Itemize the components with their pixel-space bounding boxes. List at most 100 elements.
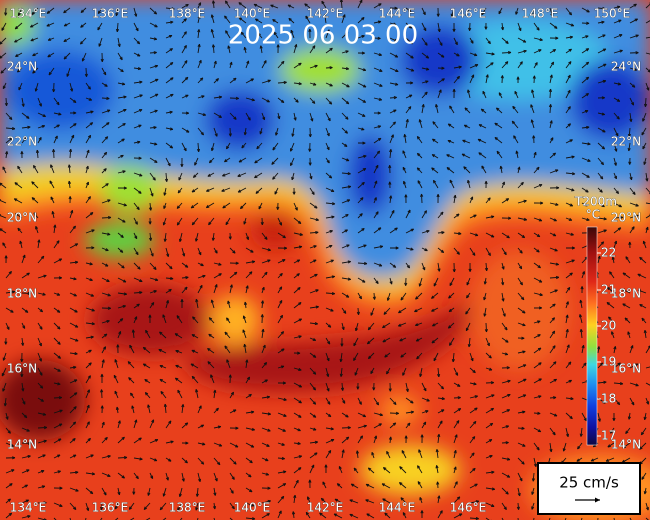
vector (357, 181, 365, 189)
vector (85, 404, 90, 414)
vector (261, 300, 264, 309)
vector-head (362, 168, 367, 172)
vector-head (312, 354, 317, 358)
vector-head (208, 159, 213, 164)
lat-label: 14°N (611, 438, 641, 452)
vector (389, 195, 392, 204)
vector (149, 37, 157, 40)
vector (421, 91, 428, 99)
vector (309, 412, 317, 418)
vector-head (312, 45, 316, 49)
vector (195, 389, 199, 399)
vector-head (229, 284, 233, 288)
vector-head (568, 217, 573, 221)
vector (357, 168, 367, 174)
vector (565, 202, 573, 207)
vector (517, 442, 526, 447)
vector (405, 119, 409, 129)
vector-head (41, 470, 45, 473)
vector-head (555, 262, 559, 266)
vector-head (56, 309, 61, 313)
vector-head (283, 246, 288, 250)
vector (373, 3, 382, 9)
vector (14, 198, 23, 204)
vector (245, 112, 251, 121)
vector (373, 165, 379, 174)
vector (245, 271, 253, 279)
vector (21, 469, 30, 474)
vector-head (103, 492, 107, 496)
vector (117, 277, 127, 283)
vector (85, 82, 91, 90)
vector-head (145, 329, 149, 334)
vector-head (72, 99, 77, 104)
vector (431, 292, 439, 299)
vector-head (522, 39, 527, 43)
vector-head (38, 342, 42, 347)
vector (213, 284, 218, 294)
vector (340, 367, 343, 377)
vector (533, 232, 541, 238)
vector-head (388, 181, 392, 185)
vector-head (276, 206, 280, 210)
vector (417, 180, 423, 189)
vector-head (585, 93, 589, 97)
vector-head (431, 308, 435, 312)
vector (357, 244, 367, 249)
vector (533, 457, 537, 467)
vector-head (88, 349, 92, 353)
vector-head (91, 229, 95, 233)
vector-head (414, 309, 418, 313)
vector-head (642, 145, 646, 150)
vector-head (297, 351, 301, 355)
vector-head (218, 262, 222, 266)
vector (381, 483, 391, 489)
vector-head (495, 107, 500, 111)
vector (357, 155, 367, 159)
vector-head (467, 89, 471, 93)
vector-head (237, 173, 241, 177)
vector-head (407, 422, 411, 427)
vector (208, 217, 215, 226)
vector-head (449, 282, 453, 287)
vector (229, 442, 239, 448)
vector (645, 214, 650, 219)
vector-head (294, 207, 298, 211)
vector-head (323, 13, 327, 18)
vector-head (633, 3, 637, 7)
vector (15, 52, 23, 57)
vector (101, 359, 105, 369)
vector (309, 441, 318, 444)
vector (293, 367, 302, 371)
vector-head (70, 88, 74, 92)
vector-head (103, 168, 107, 172)
vector (69, 82, 73, 92)
vector-head (153, 266, 157, 270)
vector-head (277, 115, 281, 120)
vector (245, 457, 253, 464)
lon-labels-bottom: 134°E 136°E 138°E 140°E 142°E 144°E 146°E (9, 500, 486, 515)
vector (261, 344, 266, 354)
vector (357, 97, 366, 103)
vector-head (347, 172, 351, 176)
vector-head (89, 262, 93, 266)
vector-head (58, 112, 62, 116)
vector-head (555, 275, 560, 280)
vector-head (347, 426, 351, 430)
vector (133, 277, 143, 282)
vector (238, 2, 247, 9)
vector-head (242, 315, 246, 319)
vector-head (56, 240, 60, 244)
colorbar-title: T200m (574, 195, 617, 209)
vector-head (228, 236, 232, 240)
vector (421, 67, 430, 71)
vector (629, 187, 636, 195)
vector (581, 345, 585, 354)
vector-head (0, 228, 3, 232)
vector-head (505, 198, 510, 202)
vector (213, 426, 221, 429)
vector (624, 317, 631, 324)
vector-head (393, 109, 397, 113)
vector (117, 305, 126, 309)
vector-head (366, 513, 370, 517)
